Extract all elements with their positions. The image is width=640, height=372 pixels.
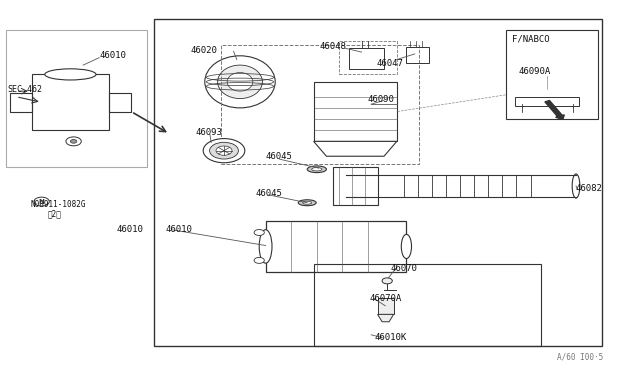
Text: 46070A: 46070A [370, 294, 402, 303]
Text: A/60 I00·5: A/60 I00·5 [557, 353, 603, 362]
Bar [339, 41, 397, 74]
Circle shape [34, 197, 49, 206]
Bar [221, 45, 419, 164]
Text: 46070: 46070 [390, 264, 417, 273]
Text: N: N [38, 199, 45, 205]
Bar [154, 19, 602, 346]
Bar [406, 46, 429, 63]
Ellipse shape [303, 201, 312, 204]
Text: 46010K: 46010K [374, 333, 406, 342]
Circle shape [254, 230, 264, 235]
Text: N08911-1082G: N08911-1082G [31, 200, 86, 209]
Text: 46082: 46082 [576, 185, 603, 193]
Text: 46010: 46010 [99, 51, 126, 60]
Bar [349, 48, 384, 69]
Bar [515, 97, 579, 106]
Circle shape [66, 137, 81, 146]
Bar [266, 221, 406, 272]
Text: 46020: 46020 [191, 46, 218, 55]
Bar [6, 30, 147, 167]
Bar [314, 82, 397, 141]
Text: 46090A: 46090A [518, 67, 550, 76]
Text: 46010: 46010 [116, 225, 143, 234]
Text: 46045: 46045 [266, 153, 292, 161]
Bar [378, 298, 394, 314]
Bar [333, 167, 378, 205]
Bar [314, 264, 541, 346]
Bar [10, 93, 32, 112]
Bar [32, 74, 109, 130]
Ellipse shape [218, 65, 262, 99]
Polygon shape [378, 314, 394, 322]
Ellipse shape [307, 166, 326, 173]
Ellipse shape [572, 174, 580, 198]
Text: 46093: 46093 [195, 128, 222, 137]
Text: F/NABCO: F/NABCO [512, 35, 550, 44]
Text: 46047: 46047 [376, 60, 403, 68]
Ellipse shape [210, 142, 239, 159]
Circle shape [254, 257, 264, 263]
Text: 46010: 46010 [165, 225, 192, 234]
Bar [506, 30, 598, 119]
Ellipse shape [312, 167, 322, 171]
Text: 46090: 46090 [368, 95, 395, 104]
Circle shape [382, 278, 392, 284]
Text: 。2〃: 。2〃 [48, 209, 62, 218]
Ellipse shape [401, 234, 412, 259]
Ellipse shape [205, 56, 275, 108]
Ellipse shape [227, 73, 253, 91]
Ellipse shape [204, 139, 245, 163]
Text: 46045: 46045 [256, 189, 283, 198]
Ellipse shape [216, 146, 232, 155]
Text: SEC.462: SEC.462 [8, 85, 43, 94]
Ellipse shape [259, 230, 272, 263]
Polygon shape [314, 141, 397, 156]
Ellipse shape [298, 200, 316, 206]
Ellipse shape [45, 69, 96, 80]
Text: 46048: 46048 [320, 42, 347, 51]
Bar [109, 93, 131, 112]
FancyArrow shape [545, 100, 564, 119]
Circle shape [70, 140, 77, 143]
